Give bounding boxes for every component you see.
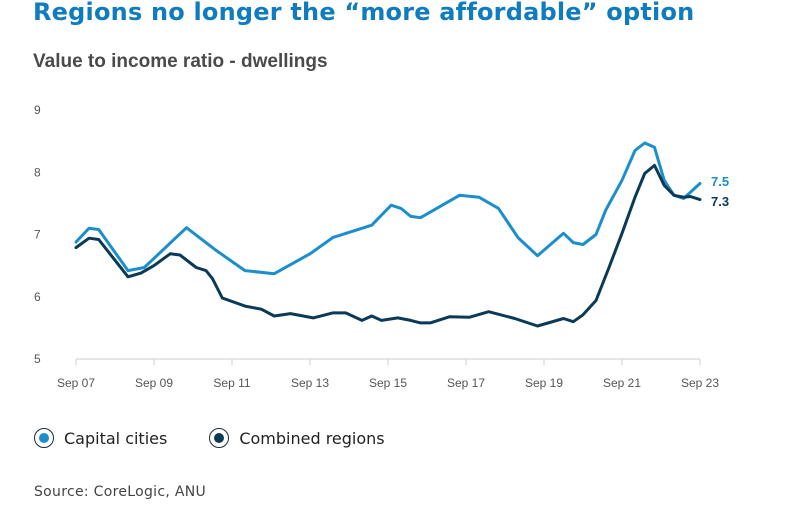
x-tick-label: Sep 19 bbox=[525, 376, 563, 390]
y-tick-label: 7 bbox=[34, 228, 41, 242]
legend-item-regions: Combined regions bbox=[209, 428, 385, 448]
y-tick-label: 8 bbox=[34, 165, 41, 179]
x-tick-label: Sep 21 bbox=[603, 376, 641, 390]
end-label-capital: 7.5 bbox=[711, 174, 729, 189]
source-note: Source: CoreLogic, ANU bbox=[34, 484, 207, 500]
legend-label: Capital cities bbox=[64, 428, 168, 448]
y-tick-label: 6 bbox=[34, 290, 41, 304]
x-tick-label: Sep 09 bbox=[135, 376, 173, 390]
series-line-capital bbox=[74, 141, 702, 276]
series-line-regions bbox=[74, 163, 702, 328]
x-tick-label: Sep 17 bbox=[447, 376, 485, 390]
x-tick-label: Sep 11 bbox=[213, 376, 250, 390]
x-tick-label: Sep 23 bbox=[681, 376, 719, 390]
chart-title: Regions no longer the “more affordable” … bbox=[33, 0, 695, 26]
x-tick-label: Sep 07 bbox=[57, 376, 95, 390]
circle-marker-icon bbox=[34, 428, 54, 448]
legend: Capital cities Combined regions bbox=[34, 428, 385, 448]
x-axis: Sep 07 Sep 09 Sep 11 Sep 13 Sep 15 Sep 17 Sep … bbox=[57, 358, 719, 390]
y-axis: 5 6 7 8 9 bbox=[34, 103, 41, 366]
legend-item-capital: Capital cities bbox=[34, 428, 167, 448]
circle-marker-icon bbox=[209, 428, 230, 448]
x-tick-label: Sep 15 bbox=[369, 376, 407, 390]
legend-label: Combined regions bbox=[239, 428, 385, 448]
y-tick-label: 5 bbox=[34, 352, 41, 366]
chart-subtitle: Value to income ratio - dwellings bbox=[33, 51, 328, 72]
series-lines bbox=[74, 141, 702, 328]
x-tick-label: Sep 13 bbox=[291, 376, 329, 390]
y-tick-label: 9 bbox=[34, 103, 41, 117]
end-label-regions: 7.3 bbox=[711, 194, 729, 209]
